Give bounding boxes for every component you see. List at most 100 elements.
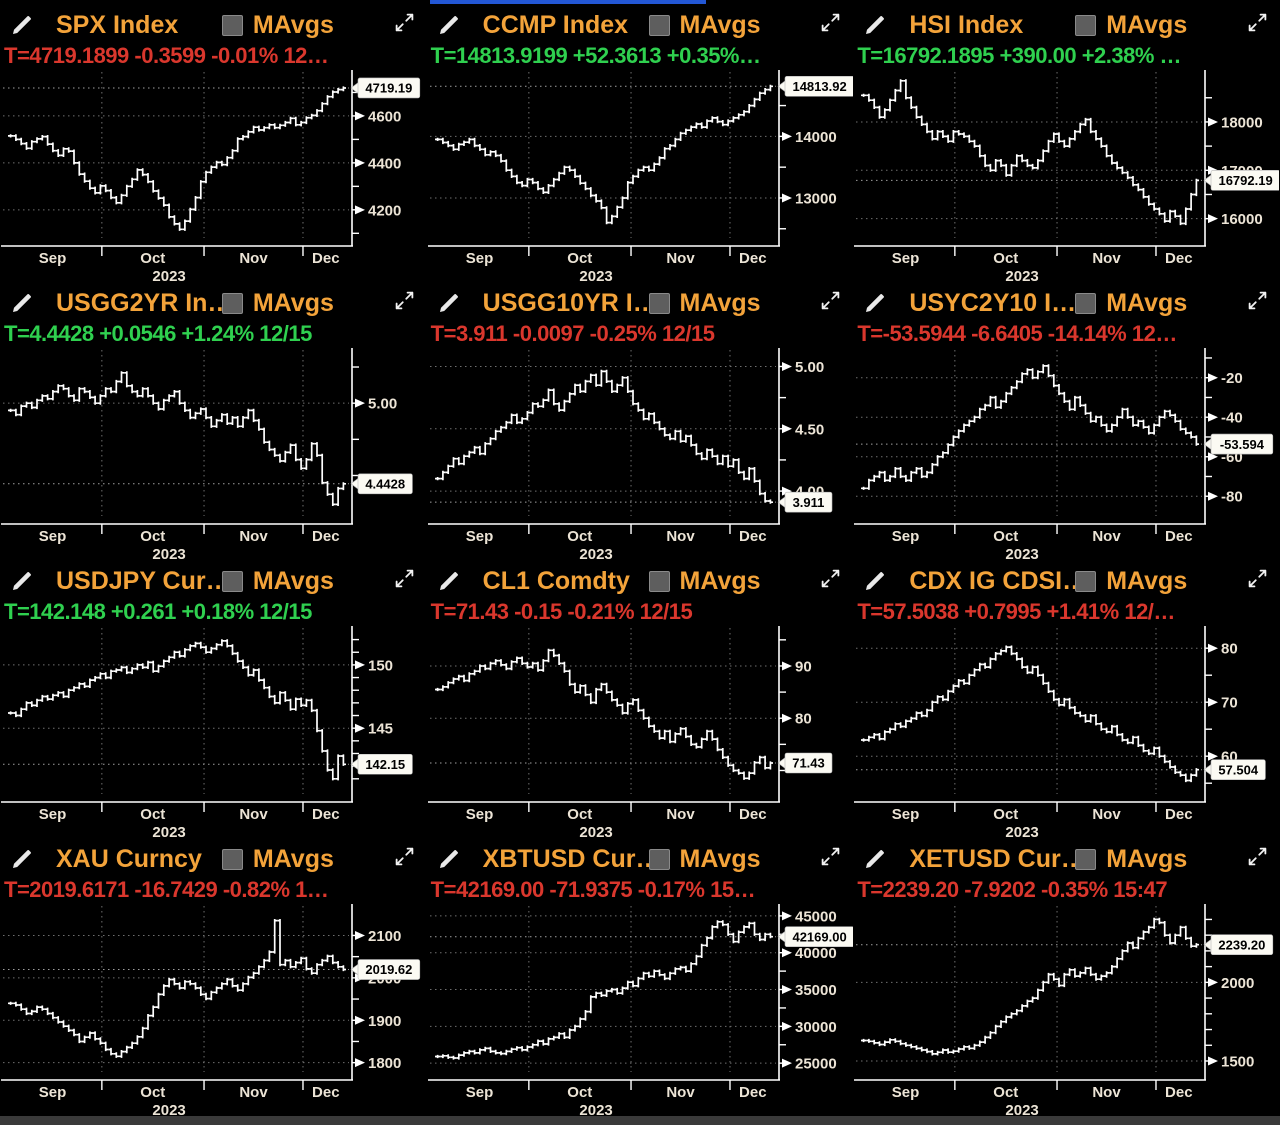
mavgs-toggle-group: MAvgs xyxy=(648,11,761,40)
month-label: Nov xyxy=(666,1084,695,1101)
expand-icon[interactable] xyxy=(394,568,415,589)
mavgs-checkbox[interactable] xyxy=(221,293,243,314)
month-label: Oct xyxy=(567,528,592,545)
mavgs-checkbox[interactable] xyxy=(1075,571,1097,592)
instrument-title[interactable]: USGG2YR In… xyxy=(56,288,233,317)
price-chart[interactable]: 14000 13000 Sep Oct Nov Dec 2023 14813.92 xyxy=(427,70,853,282)
edit-pencil-icon[interactable] xyxy=(10,568,36,594)
expand-icon[interactable] xyxy=(1247,12,1268,33)
y-tick-label: 70 xyxy=(1221,695,1238,712)
mavgs-checkbox[interactable] xyxy=(648,571,670,592)
edit-pencil-icon[interactable] xyxy=(863,12,889,38)
y-tick-label: 2100 xyxy=(368,928,401,945)
expand-icon[interactable] xyxy=(394,290,415,311)
instrument-title[interactable]: CDX IG CDSI… xyxy=(909,566,1088,595)
edit-pencil-icon[interactable] xyxy=(863,568,889,594)
year-label: 2023 xyxy=(1006,1102,1039,1116)
month-label: Nov xyxy=(239,1084,268,1101)
mavgs-label: MAvgs xyxy=(679,845,761,873)
price-chart[interactable]: 90 80 Sep Oct Nov Dec 2023 71.43 xyxy=(427,626,853,838)
edit-pencil-icon[interactable] xyxy=(10,846,36,872)
mavgs-toggle-group: MAvgs xyxy=(648,845,761,874)
expand-icon[interactable] xyxy=(394,12,415,33)
month-label: Oct xyxy=(140,528,165,545)
expand-icon[interactable] xyxy=(1247,290,1268,311)
panel-header: CDX IG CDSI… MAvgs xyxy=(853,560,1280,598)
price-chart[interactable]: 5.004.504.00SepOctNovDec20233.911 xyxy=(427,348,853,560)
price-chart[interactable]: 45000 40000 35000 30000 25000 Sep Oct Nov Dec 202… xyxy=(427,904,853,1116)
mavgs-checkbox[interactable] xyxy=(1075,15,1097,36)
mavgs-checkbox[interactable] xyxy=(221,571,243,592)
month-label: Sep xyxy=(39,250,67,267)
mavgs-checkbox[interactable] xyxy=(221,849,243,870)
mavgs-toggle-group: MAvgs xyxy=(1075,845,1187,874)
instrument-title[interactable]: CCMP Index xyxy=(482,10,629,39)
month-label: Sep xyxy=(39,1084,67,1101)
instrument-title[interactable]: XETUSD Cur… xyxy=(909,844,1086,873)
edit-pencil-icon[interactable] xyxy=(437,290,463,316)
edit-pencil-icon[interactable] xyxy=(437,568,463,594)
year-label: 2023 xyxy=(579,546,612,560)
instrument-title[interactable]: XAU Curncy xyxy=(56,844,202,873)
expand-icon[interactable] xyxy=(820,12,841,33)
y-tick-label: 1800 xyxy=(368,1055,401,1072)
month-label: Sep xyxy=(892,250,920,267)
mavgs-checkbox[interactable] xyxy=(1075,849,1097,870)
instrument-title[interactable]: USGG10YR I… xyxy=(482,288,658,317)
price-chart[interactable]: 2000 1500 Sep Oct Nov Dec 2023 2239.20 xyxy=(853,904,1279,1116)
expand-icon[interactable] xyxy=(820,290,841,311)
month-label: Nov xyxy=(239,250,268,267)
year-label: 2023 xyxy=(579,268,612,282)
ticker-line: T=57.5038 +0.7995 +1.41% 12/… xyxy=(857,599,1175,624)
y-tick-label: 30000 xyxy=(795,1019,837,1036)
price-chart[interactable]: 5.00 Sep Oct Nov Dec 2023 4.4428 xyxy=(0,348,426,560)
last-price-box xyxy=(784,926,853,948)
mavgs-toggle-group: MAvgs xyxy=(1075,567,1187,596)
mavgs-checkbox[interactable] xyxy=(648,849,670,870)
price-chart[interactable]: 150 145 Sep Oct Nov Dec 2023 142.15 xyxy=(0,626,426,838)
month-label: Nov xyxy=(666,806,695,823)
mavgs-label: MAvgs xyxy=(252,11,334,39)
expand-icon[interactable] xyxy=(1247,568,1268,589)
mavgs-label: MAvgs xyxy=(252,845,334,873)
instrument-title[interactable]: USYC2Y10 I… xyxy=(909,288,1077,317)
mavgs-checkbox[interactable] xyxy=(648,293,670,314)
mavgs-checkbox[interactable] xyxy=(648,15,670,36)
panel-header: CCMP Index MAvgs xyxy=(427,4,854,42)
expand-icon[interactable] xyxy=(394,846,415,867)
instrument-title[interactable]: HSI Index xyxy=(909,10,1024,39)
instrument-title[interactable]: SPX Index xyxy=(56,10,179,39)
chart-panel: CDX IG CDSI… MAvgs T=57.5038 +0.7995 +1.… xyxy=(853,560,1280,838)
month-label: Sep xyxy=(892,806,920,823)
mavgs-checkbox[interactable] xyxy=(221,15,243,36)
price-chart[interactable]: 180001700016000SepOctNovDec202316792.19 xyxy=(853,70,1280,282)
y-tick-label: 18000 xyxy=(1221,114,1263,131)
month-label: Oct xyxy=(994,1084,1019,1101)
price-chart[interactable]: 2100200019001800SepOctNovDec20232019.62 xyxy=(0,904,426,1116)
ticker-line: T=-53.5944 -6.6405 -14.14% 12… xyxy=(857,321,1177,346)
mavgs-checkbox[interactable] xyxy=(1075,293,1097,314)
last-price-value: 2239.20 xyxy=(1219,937,1266,952)
year-label: 2023 xyxy=(579,1102,612,1116)
expand-icon[interactable] xyxy=(820,846,841,867)
ticker-line: T=16792.1895 +390.00 +2.38% … xyxy=(857,43,1182,68)
expand-icon[interactable] xyxy=(820,568,841,589)
instrument-title[interactable]: USDJPY Cur… xyxy=(56,566,231,595)
edit-pencil-icon[interactable] xyxy=(10,12,36,38)
edit-pencil-icon[interactable] xyxy=(437,12,463,38)
instrument-title[interactable]: CL1 Comdty xyxy=(482,566,630,595)
instrument-title[interactable]: XBTUSD Cur… xyxy=(482,844,661,873)
y-tick-label: 2000 xyxy=(1221,975,1254,992)
year-label: 2023 xyxy=(579,824,612,838)
edit-pencil-icon[interactable] xyxy=(863,846,889,872)
month-label: Dec xyxy=(1165,528,1193,545)
edit-pencil-icon[interactable] xyxy=(10,290,36,316)
chart-panel: HSI Index MAvgs T=16792.1895 +390.00 +2.… xyxy=(853,4,1280,282)
price-chart[interactable]: 4600 4400 4200 Sep Oct Nov Dec 2023 4719.19 xyxy=(0,70,426,282)
edit-pencil-icon[interactable] xyxy=(437,846,463,872)
expand-icon[interactable] xyxy=(1247,846,1268,867)
edit-pencil-icon[interactable] xyxy=(863,290,889,316)
